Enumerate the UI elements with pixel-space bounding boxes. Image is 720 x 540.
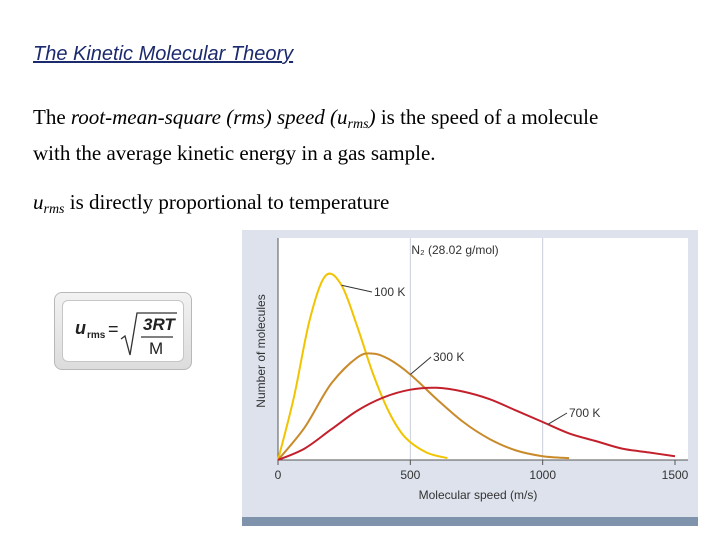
urms-u: u [33,190,44,214]
series-label-100-k: 100 K [374,285,405,299]
y-axis-label: Number of molecules [254,294,268,407]
formula-numerator: 3RT [143,315,175,334]
para1-line2: with the average kinetic energy in a gas… [33,141,436,165]
urms-symbol: urms [33,190,65,217]
rms-formula-box: u rms = 3RT M [54,292,192,370]
x-axis-label: Molecular speed (m/s) [419,488,538,502]
slide-title: The Kinetic Molecular Theory [33,43,294,65]
rms-term-close: ) [368,105,376,129]
rms-term-text: root-mean-square (rms) speed (u [70,105,348,129]
rms-formula: u rms = 3RT M [62,300,184,362]
x-tick-label: 500 [400,468,420,482]
series-label-300-k: 300 K [433,350,464,364]
chart-bottom-bar [242,517,698,526]
series-line-100-k [277,272,448,461]
para1-rest: is the speed of a molecule [375,105,599,129]
rms-term-sub: rms [347,117,369,132]
proportionality-statement: urms is directly proportional to tempera… [33,188,389,224]
series-line-700-k [277,386,676,461]
series-label-700-k: 700 K [569,406,600,420]
chart-title: N₂ (28.02 g/mol) [411,243,498,257]
series-leader-100-k [341,284,373,293]
rms-definition-paragraph: The root-mean-square (rms) speed (urms) … [33,103,703,168]
formula-u: u [75,318,86,338]
speed-distribution-chart-panel: N₂ (28.02 g/mol) Molecular speed (m/s) N… [242,230,698,526]
formula-denominator: M [149,339,164,358]
x-tick-label: 1500 [662,468,689,482]
para1-lead: The [33,105,71,129]
plot-background [278,238,688,460]
series-leader-700-k [547,412,568,425]
square-root-sign [120,312,177,356]
formula-u-sub: rms [87,330,106,341]
rms-term: root-mean-square (rms) speed (urms) [70,105,376,132]
x-tick-label: 0 [275,468,282,482]
speed-distribution-chart: N₂ (28.02 g/mol) Molecular speed (m/s) N… [254,238,689,502]
series-line-300-k [277,352,570,461]
proportionality-text: is directly proportional to temperature [64,190,390,214]
series-leader-300-k [410,356,432,375]
formula-equals: = [108,319,119,339]
urms-sub: rms [43,202,65,217]
x-tick-label: 1000 [529,468,556,482]
